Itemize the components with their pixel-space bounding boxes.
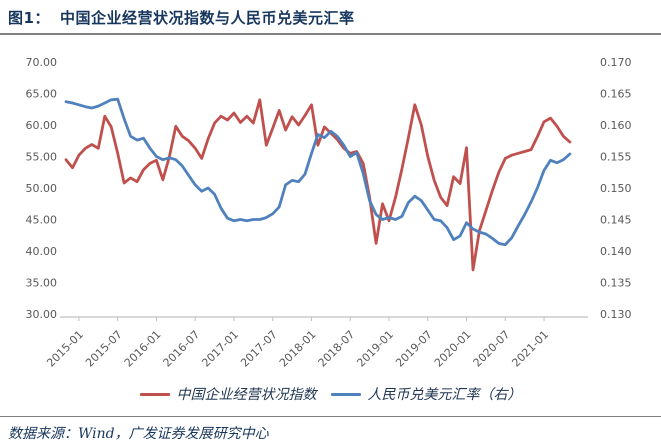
svg-text:65.00: 65.00 (26, 88, 58, 101)
svg-text:2015-01: 2015-01 (44, 328, 86, 370)
svg-text:0.130: 0.130 (600, 308, 632, 321)
svg-text:2021-01: 2021-01 (509, 328, 551, 370)
figure-header: 图1： 中国企业经营状况指数与人民币兑美元汇率 (0, 0, 661, 35)
svg-text:40.00: 40.00 (26, 245, 58, 258)
bci-index-line (64, 98, 572, 272)
right-axis-labels: 0.170 0.165 0.160 0.155 0.150 0.145 0.140 0.135… (600, 56, 632, 321)
svg-text:2019-01: 2019-01 (354, 328, 396, 370)
legend-item-bci: 中国企业经营状况指数 (139, 384, 317, 404)
legend-item-fx: 人民币兑美元汇率（右） (330, 384, 522, 404)
svg-text:2015-07: 2015-07 (83, 328, 125, 370)
svg-text:0.155: 0.155 (600, 151, 632, 164)
svg-text:2017-01: 2017-01 (199, 328, 241, 370)
svg-text:30.00: 30.00 (26, 308, 58, 321)
svg-text:2020-07: 2020-07 (471, 328, 513, 370)
svg-text:2017-07: 2017-07 (238, 328, 280, 370)
svg-text:0.140: 0.140 (600, 245, 632, 258)
svg-text:2018-07: 2018-07 (316, 328, 358, 370)
svg-text:0.145: 0.145 (600, 214, 632, 227)
red-line-swatch (139, 392, 170, 396)
figure-title: 中国企业经营状况指数与人民币兑美元汇率 (59, 9, 355, 27)
svg-text:50.00: 50.00 (26, 182, 58, 195)
blue-line-swatch (330, 392, 361, 396)
svg-text:0.135: 0.135 (600, 277, 632, 290)
figure-label: 图1： (8, 9, 50, 27)
svg-text:60.00: 60.00 (26, 119, 58, 132)
svg-text:45.00: 45.00 (26, 214, 58, 227)
x-axis-tick-labels: 2015-012015-072016-012016-072017-012017-… (44, 317, 551, 370)
legend-label-bci: 中国企业经营状况指数 (176, 387, 317, 403)
svg-text:2016-07: 2016-07 (161, 328, 203, 370)
data-source-bar: 数据来源：Wind，广发证券发展研究中心 (0, 416, 661, 443)
svg-text:35.00: 35.00 (26, 277, 58, 290)
svg-text:0.160: 0.160 (600, 119, 632, 132)
svg-text:70.00: 70.00 (26, 56, 58, 69)
data-source-text: 数据来源：Wind，广发证券发展研究中心 (8, 426, 269, 442)
left-axis-labels: 70.00 65.00 60.00 55.00 50.00 45.00 40.00 35.00… (26, 56, 58, 321)
svg-text:2016-01: 2016-01 (122, 328, 164, 370)
cny-usd-rate-line (64, 97, 572, 247)
svg-text:2020-01: 2020-01 (432, 328, 474, 370)
svg-text:0.170: 0.170 (600, 56, 632, 69)
svg-text:0.165: 0.165 (600, 88, 632, 101)
chart-legend: 中国企业经营状况指数 人民币兑美元汇率（右） (0, 384, 661, 404)
svg-text:0.150: 0.150 (600, 182, 632, 195)
svg-text:2019-07: 2019-07 (393, 328, 435, 370)
svg-text:2018-01: 2018-01 (277, 328, 319, 370)
legend-label-fx: 人民币兑美元汇率（右） (367, 387, 522, 403)
svg-text:55.00: 55.00 (26, 151, 58, 164)
